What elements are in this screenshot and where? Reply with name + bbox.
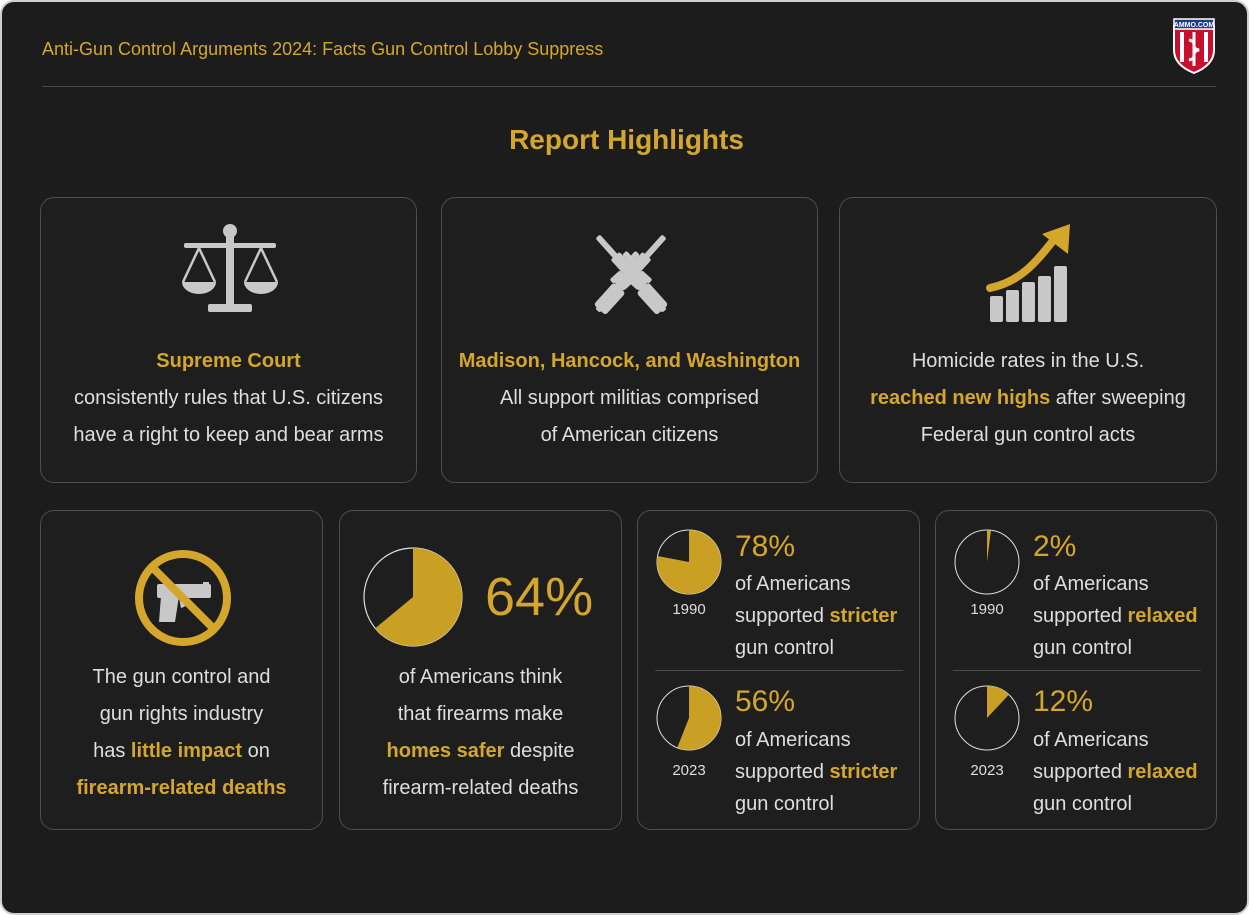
pie-chart bbox=[363, 547, 463, 647]
card-line: reached new highs after sweeping bbox=[840, 380, 1216, 417]
highlight-text: firearm-related deaths bbox=[76, 777, 287, 799]
stat-description: of Americans supported stricter gun cont… bbox=[735, 729, 898, 815]
year-label: 2023 bbox=[672, 762, 706, 779]
scales-icon bbox=[181, 224, 279, 312]
card-line: of Americans think bbox=[398, 666, 563, 688]
highlight-text: little impact bbox=[130, 740, 243, 762]
highlight-text: homes safer bbox=[386, 740, 505, 762]
card-line: firearm-related deaths bbox=[382, 777, 579, 799]
card-relaxed: 1990 2% of Americans supported relaxed g… bbox=[935, 510, 1217, 830]
card-stricter: 1990 78% of Americans supported stricter… bbox=[637, 510, 920, 830]
highlight-text: reached new highs bbox=[870, 387, 1051, 409]
card-heading: Supreme Court bbox=[156, 350, 301, 372]
card-line: of American citizens bbox=[540, 424, 719, 446]
card-heading: Madison, Hancock, and Washington bbox=[458, 350, 801, 372]
percent-value: 64% bbox=[485, 567, 594, 627]
card-line: All support militias comprised bbox=[500, 387, 759, 409]
card-line: The gun control and bbox=[92, 666, 271, 688]
highlight-text: stricter bbox=[829, 761, 898, 783]
year-label: 1990 bbox=[970, 601, 1004, 618]
pie-slice bbox=[375, 548, 462, 646]
page-title: Anti-Gun Control Arguments 2024: Facts G… bbox=[42, 39, 604, 59]
card-line: Federal gun control acts bbox=[920, 424, 1136, 446]
section-title: Report Highlights bbox=[509, 124, 744, 155]
pie-chart bbox=[954, 529, 1020, 595]
card-line: that firearms make bbox=[397, 703, 564, 725]
stat-description: of Americans supported relaxed gun contr… bbox=[1033, 729, 1198, 815]
card-line: consistently rules that U.S. citizens bbox=[73, 387, 383, 409]
card-supreme-court: Supreme Court consistently rules that U.… bbox=[40, 197, 417, 483]
highlight-text: stricter bbox=[829, 605, 898, 627]
rising-bar-chart-icon bbox=[986, 224, 1070, 322]
pie-slice bbox=[987, 686, 1009, 718]
pie-chart bbox=[954, 685, 1020, 751]
card-line-rest: after sweeping bbox=[1050, 387, 1186, 409]
divider bbox=[953, 670, 1201, 671]
pie-chart bbox=[656, 529, 722, 595]
divider bbox=[655, 670, 903, 671]
stat-description: of Americans supported stricter gun cont… bbox=[735, 573, 898, 659]
highlight-text: relaxed bbox=[1127, 761, 1198, 783]
pie-chart bbox=[656, 685, 722, 751]
pie-slice bbox=[657, 530, 722, 594]
highlight-text: relaxed bbox=[1127, 605, 1198, 627]
stat-description: of Americans supported relaxed gun contr… bbox=[1033, 573, 1198, 659]
pie-slice bbox=[987, 530, 992, 562]
card-line: Homicide rates in the U.S. bbox=[911, 350, 1145, 372]
no-gun-icon bbox=[135, 550, 231, 646]
card-line: have a right to keep and bear arms bbox=[73, 424, 384, 446]
card-line: gun rights industry bbox=[99, 703, 264, 725]
percent-value: 2% bbox=[1033, 530, 1077, 563]
percent-value: 78% bbox=[735, 530, 796, 563]
year-label: 2023 bbox=[970, 762, 1004, 779]
card-line: homes safer despite bbox=[386, 740, 575, 762]
percent-value: 56% bbox=[735, 685, 796, 718]
header-divider bbox=[42, 86, 1216, 87]
logo-text: AMMO.COM bbox=[1174, 22, 1215, 29]
card-founders: Madison, Hancock, and Washington All sup… bbox=[441, 197, 818, 483]
card-industry: The gun control and gun rights industry … bbox=[40, 510, 323, 830]
pie-slice bbox=[677, 686, 722, 750]
crossed-rifles-icon bbox=[594, 235, 668, 315]
ammo-logo: AMMO.COM bbox=[1173, 18, 1215, 74]
card-homicide: Homicide rates in the U.S. reached new h… bbox=[839, 197, 1217, 483]
percent-value: 12% bbox=[1033, 685, 1094, 718]
card-line: has little impact on bbox=[93, 740, 270, 762]
year-label: 1990 bbox=[672, 601, 706, 618]
card-homes-safer: 64% of Americans think that firearms mak… bbox=[339, 510, 622, 830]
